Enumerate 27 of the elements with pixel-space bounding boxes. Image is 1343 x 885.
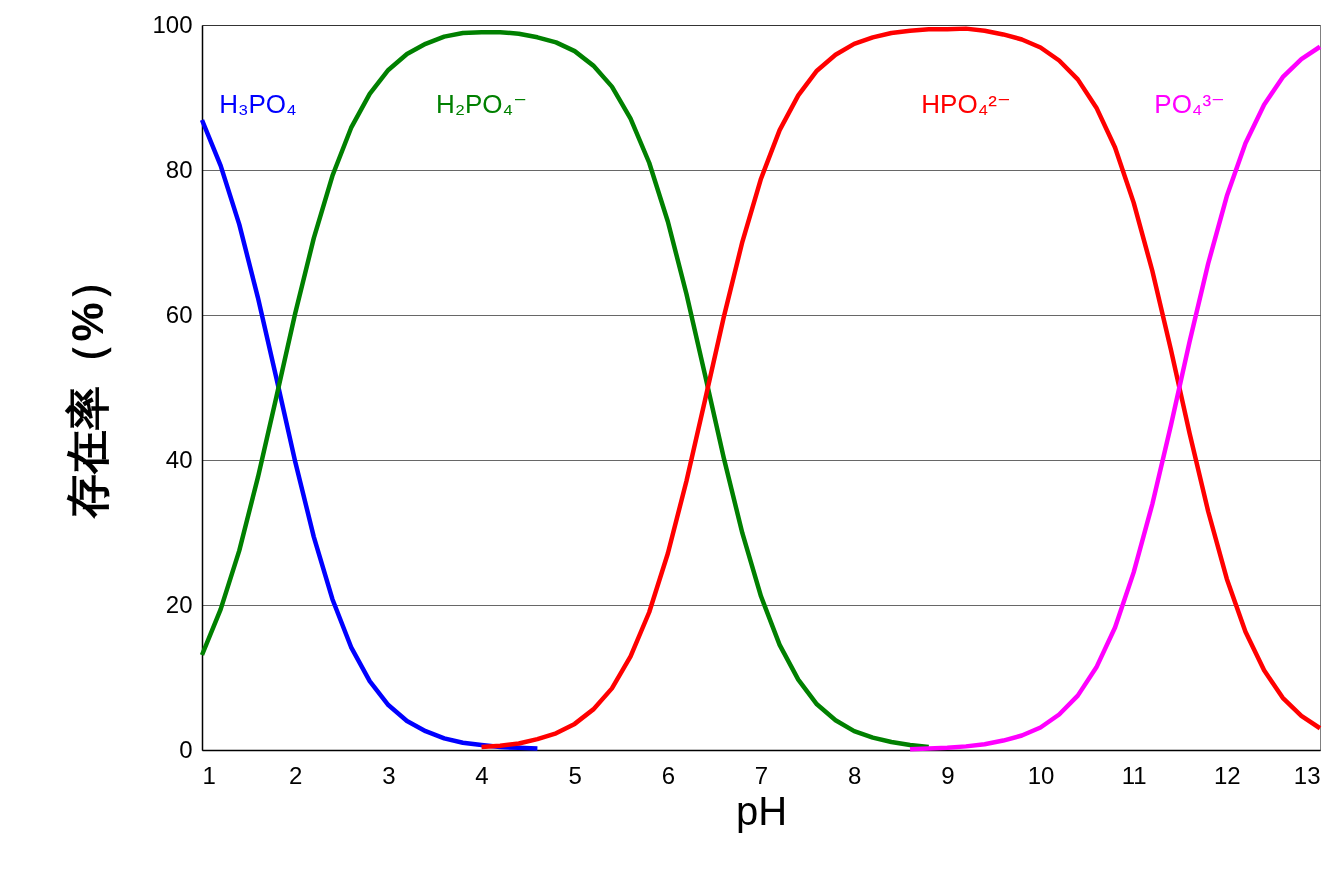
x-axis-title: pH [735,788,788,833]
x-tick-label: 3 [382,761,396,789]
y-tick-label: 20 [165,590,193,618]
x-tick-label: 4 [475,761,489,789]
x-tick-label: 2 [288,761,303,789]
series-label: HPO₄²⁻ [921,88,1011,119]
y-tick-label: 60 [165,300,193,328]
y-axis-title: 存在率（%） [63,258,113,519]
x-tick-label: 7 [754,761,769,789]
series-label: PO₄³⁻ [1154,88,1225,119]
y-tick-label: 80 [165,155,193,183]
series-label: H₃PO₄ [219,88,297,119]
y-tick-label: 0 [179,735,193,763]
x-tick-label: 10 [1027,761,1055,789]
y-tick-label: 100 [152,10,193,38]
x-tick-label: 1 [202,761,216,789]
x-tick-label: 5 [568,761,582,789]
x-tick-label: 8 [847,761,862,789]
x-tick-label: 9 [941,761,955,789]
x-tick-label: 11 [1121,761,1147,789]
series-label: H₂PO₄⁻ [436,88,527,119]
line-series [907,44,1323,752]
x-tick-label: 12 [1213,761,1241,789]
x-tick-label: 13 [1293,761,1321,789]
x-tick-label: 6 [661,761,676,789]
y-tick-label: 40 [165,445,193,473]
line-series [199,117,540,751]
